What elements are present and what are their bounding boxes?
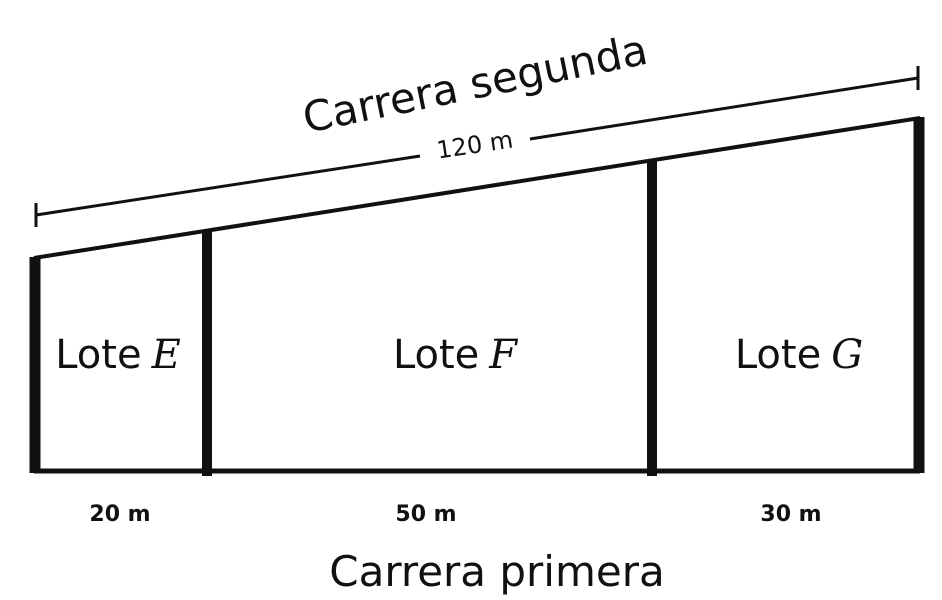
lot-g-prefix: Lote bbox=[735, 332, 821, 378]
dimension-label: 120 m bbox=[435, 126, 515, 165]
lot-f-letter: F bbox=[488, 332, 518, 378]
lot-g-width: 30 m bbox=[760, 502, 821, 527]
lot-f-width: 50 m bbox=[395, 502, 456, 527]
bottom-street-label: Carrera primera bbox=[329, 547, 665, 596]
lot-e-width: 20 m bbox=[89, 502, 150, 527]
dimension-line bbox=[34, 66, 920, 227]
lot-e-prefix: Lote bbox=[55, 332, 141, 378]
lot-label-f: Lote F bbox=[393, 332, 518, 378]
lot-f-prefix: Lote bbox=[393, 332, 479, 378]
lot-top-boundary bbox=[33, 116, 921, 260]
top-street-label: Carrera segunda bbox=[299, 25, 652, 143]
lot-g-letter: G bbox=[831, 332, 863, 378]
lot-label-e: Lote E bbox=[55, 332, 181, 378]
lot-e-letter: E bbox=[151, 332, 181, 378]
lot-label-g: Lote G bbox=[735, 332, 863, 378]
dimension-line-right bbox=[529, 76, 919, 141]
dimension-line-left bbox=[35, 154, 421, 217]
